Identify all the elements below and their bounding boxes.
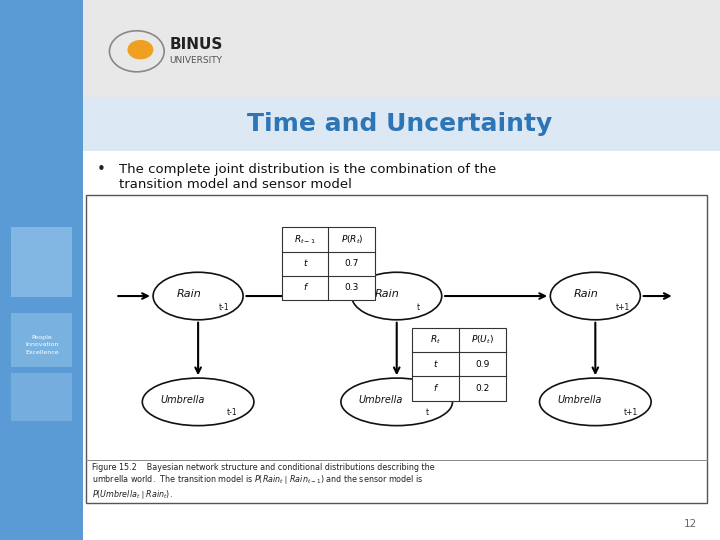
Text: Rain: Rain bbox=[574, 289, 598, 299]
Text: t: t bbox=[426, 408, 428, 417]
Ellipse shape bbox=[550, 272, 640, 320]
Text: Rain: Rain bbox=[375, 289, 400, 299]
Ellipse shape bbox=[143, 378, 254, 426]
Bar bbox=[11, 227, 72, 297]
Text: Umbrella: Umbrella bbox=[160, 395, 204, 404]
Text: t-1: t-1 bbox=[218, 302, 229, 312]
Ellipse shape bbox=[539, 378, 651, 426]
Text: Rain: Rain bbox=[176, 289, 201, 299]
Text: Figure 15.2    Bayesian network structure and conditional distributions describi: Figure 15.2 Bayesian network structure a… bbox=[92, 463, 435, 501]
Bar bbox=[83, 0, 720, 97]
Bar bbox=[83, 97, 720, 151]
Bar bbox=[282, 227, 375, 300]
Text: 0.7: 0.7 bbox=[345, 259, 359, 268]
Text: 0.9: 0.9 bbox=[475, 360, 490, 369]
Text: $R_{t-1}$: $R_{t-1}$ bbox=[294, 233, 316, 246]
Text: •: • bbox=[97, 162, 106, 177]
Text: Umbrella: Umbrella bbox=[557, 395, 602, 404]
Bar bbox=[11, 373, 72, 421]
Ellipse shape bbox=[351, 272, 441, 320]
Ellipse shape bbox=[153, 272, 243, 320]
Bar bbox=[86, 195, 707, 503]
Text: t+1: t+1 bbox=[616, 302, 630, 312]
Text: The complete joint distribution is the combination of the: The complete joint distribution is the c… bbox=[119, 163, 496, 176]
Bar bbox=[0, 0, 83, 540]
Ellipse shape bbox=[341, 378, 452, 426]
Text: t: t bbox=[417, 302, 420, 312]
Text: t: t bbox=[303, 259, 307, 268]
Text: t-1: t-1 bbox=[227, 408, 238, 417]
Bar bbox=[11, 313, 72, 367]
Text: Umbrella: Umbrella bbox=[359, 395, 403, 404]
Text: People
Innovation
Excellence: People Innovation Excellence bbox=[25, 335, 58, 355]
Text: f: f bbox=[304, 284, 307, 293]
Text: f: f bbox=[434, 384, 437, 393]
Text: UNIVERSITY: UNIVERSITY bbox=[169, 56, 222, 65]
Text: 0.2: 0.2 bbox=[475, 384, 490, 393]
Text: transition model and sensor model: transition model and sensor model bbox=[119, 178, 351, 191]
Text: 12: 12 bbox=[684, 519, 697, 529]
Text: Time and Uncertainty: Time and Uncertainty bbox=[247, 112, 552, 136]
Text: t: t bbox=[433, 360, 437, 369]
Circle shape bbox=[127, 40, 153, 59]
Text: $R_t$: $R_t$ bbox=[430, 334, 441, 346]
Bar bbox=[412, 328, 505, 401]
Text: 0.3: 0.3 bbox=[345, 284, 359, 293]
Text: $P(U_t)$: $P(U_t)$ bbox=[471, 334, 494, 346]
Text: t+1: t+1 bbox=[624, 408, 639, 417]
Text: $P(R_t)$: $P(R_t)$ bbox=[341, 233, 363, 246]
Text: BINUS: BINUS bbox=[169, 37, 222, 52]
